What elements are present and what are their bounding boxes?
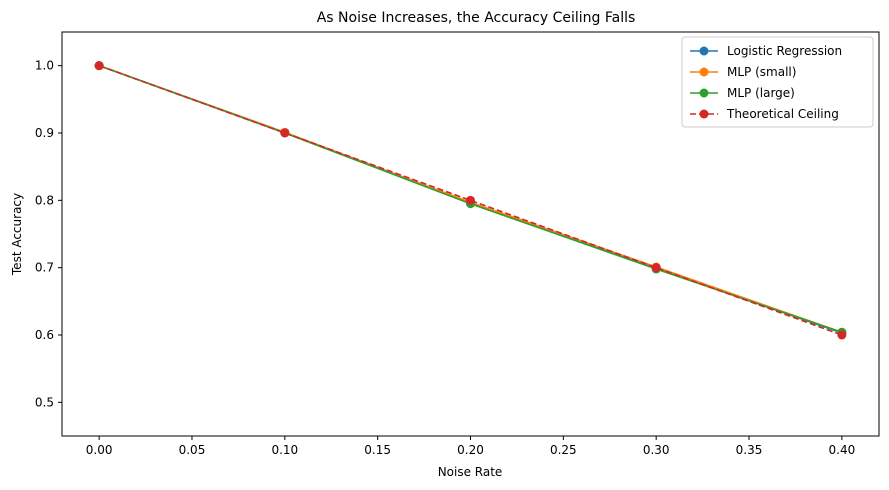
y-tick-label: 0.9 bbox=[35, 126, 54, 140]
legend: Logistic Regression MLP (small) MLP (large… bbox=[681, 36, 874, 128]
legend-logistic-regression-label: Logistic Regression bbox=[727, 44, 842, 58]
theoretical-ceiling-point bbox=[837, 330, 847, 340]
theoretical-ceiling-point bbox=[94, 61, 104, 71]
theoretical-ceiling-line bbox=[98, 64, 843, 336]
legend-theoretical-ceiling-marker bbox=[699, 109, 709, 119]
x-tick-label: 0.15 bbox=[364, 443, 391, 457]
theoretical-ceiling-point bbox=[466, 195, 475, 205]
series-layer bbox=[94, 61, 847, 340]
x-axis: 0.00 0.05 0.10 0.15 0.20 0.25 0.30 0.35 0.40 bbox=[86, 436, 855, 457]
legend-box bbox=[681, 36, 874, 128]
x-axis-label: Noise Rate bbox=[438, 465, 503, 479]
x-tick-label: 0.20 bbox=[457, 443, 484, 457]
x-tick-label: 0.05 bbox=[179, 443, 206, 457]
legend-mlp-large-marker bbox=[699, 88, 709, 98]
legend-logistic-regression-marker bbox=[699, 46, 709, 56]
y-tick-label: 0.8 bbox=[35, 193, 54, 207]
legend-mlp-large-label: MLP (large) bbox=[727, 86, 795, 100]
legend-theoretical-ceiling-label: Theoretical Ceiling bbox=[726, 107, 839, 121]
x-tick-label: 0.35 bbox=[736, 443, 763, 457]
theoretical-ceiling-point bbox=[651, 263, 661, 273]
theoretical-ceiling-point bbox=[280, 128, 290, 138]
x-tick-label: 0.00 bbox=[86, 443, 113, 457]
y-tick-label: 0.5 bbox=[35, 395, 54, 409]
chart-title: As Noise Increases, the Accuracy Ceiling… bbox=[317, 10, 636, 26]
x-tick-label: 0.25 bbox=[550, 443, 577, 457]
y-axis-label: Test Accuracy bbox=[10, 193, 24, 276]
legend-mlp-small-marker bbox=[699, 67, 709, 77]
y-tick-label: 1.0 bbox=[35, 59, 54, 73]
y-tick-label: 0.6 bbox=[35, 328, 54, 342]
x-tick-label: 0.30 bbox=[643, 443, 670, 457]
x-tick-label: 0.10 bbox=[271, 443, 298, 457]
x-tick-label: 0.40 bbox=[829, 443, 856, 457]
y-tick-label: 0.7 bbox=[35, 261, 54, 275]
y-axis: 0.5 0.6 0.7 0.8 0.9 1.0 bbox=[35, 59, 62, 409]
legend-mlp-small-label: MLP (small) bbox=[727, 65, 796, 79]
